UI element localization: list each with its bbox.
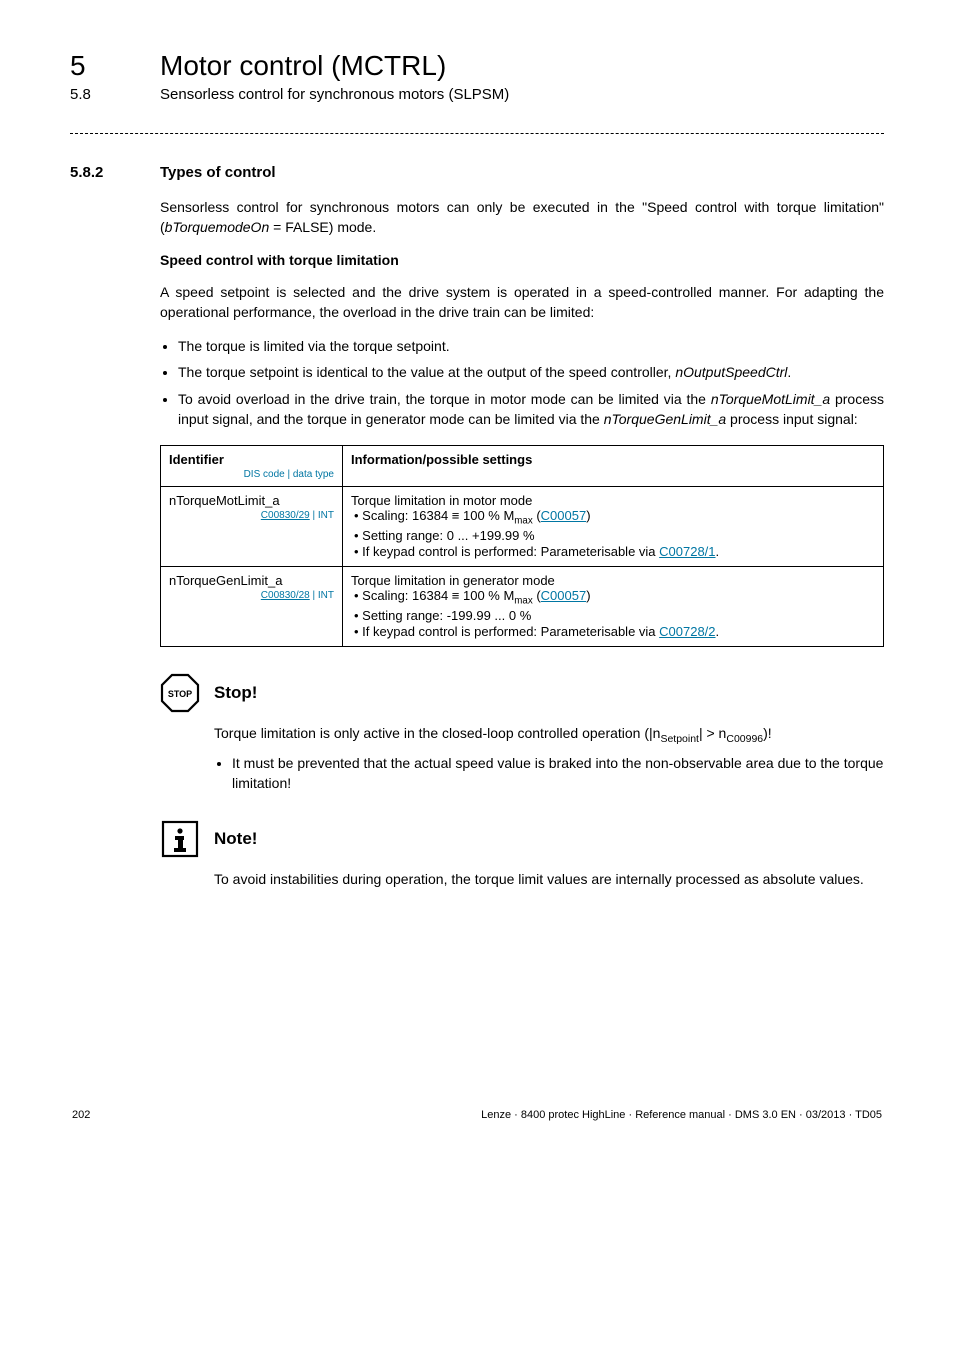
svg-text:STOP: STOP	[168, 689, 192, 699]
row1-id: nTorqueMotLimit_a	[169, 493, 280, 508]
r1l4a: If keypad control is performed: Paramete…	[362, 544, 659, 559]
row2-id: nTorqueGenLimit_a	[169, 573, 282, 588]
page-footer: 202 Lenze · 8400 protec HighLine · Refer…	[70, 1109, 884, 1121]
row1-l1: Torque limitation in motor mode	[351, 493, 875, 508]
stop-li1: It must be prevented that the actual spe…	[232, 753, 884, 794]
b3-a: To avoid overload in the drive train, th…	[178, 391, 711, 407]
note-title: Note!	[214, 829, 257, 849]
intro-italic: bTorquemodeOn	[165, 219, 270, 235]
stop-paragraph: Torque limitation is only active in the …	[214, 723, 884, 747]
r2l2a: Scaling: 16384 ≡ 100 % M	[362, 588, 514, 603]
b3-c: process input signal:	[726, 411, 858, 427]
sp-sub2: C00996	[726, 732, 763, 744]
row1-code-line: C00830/29 | INT	[169, 510, 334, 521]
r2-l4-link[interactable]: C00728/2	[659, 624, 715, 639]
subsection-title: Sensorless control for synchronous motor…	[160, 86, 509, 103]
bullet-1: The torque is limited via the torque set…	[178, 336, 884, 356]
r1-l2-link[interactable]: C00057	[541, 508, 587, 523]
b2-i: nOutputSpeedCtrl	[675, 364, 787, 380]
bullet-2: The torque setpoint is identical to the …	[178, 362, 884, 382]
note-callout: Note! To avoid instabilities during oper…	[160, 819, 884, 889]
footer-right: Lenze · 8400 protec HighLine · Reference…	[481, 1109, 882, 1121]
r1l2c: )	[586, 508, 590, 523]
stop-title: Stop!	[214, 683, 257, 703]
section-number: 5.8.2	[70, 164, 160, 181]
sp-c: )!	[763, 725, 772, 741]
th-dis-tag: DIS code | data type	[169, 469, 334, 480]
r1l2sub: max	[514, 516, 532, 527]
note-paragraph: To avoid instabilities during operation,…	[214, 869, 884, 889]
row2-l1: Torque limitation in generator mode	[351, 573, 875, 588]
row2-l2: Scaling: 16384 ≡ 100 % Mmax (C00057)	[351, 588, 875, 607]
row1-dtype: | INT	[310, 510, 334, 521]
row1-code-link[interactable]: C00830/29	[261, 510, 310, 521]
cell-info: Torque limitation in motor mode Scaling:…	[343, 487, 884, 567]
stop-icon: STOP	[160, 673, 200, 713]
row2-l3: Setting range: -199.99 ... 0 %	[351, 608, 875, 623]
subheading: Speed control with torque limitation	[160, 252, 884, 268]
stop-list: It must be prevented that the actual spe…	[214, 753, 884, 794]
r1l2b: (	[533, 508, 541, 523]
cell-identifier: nTorqueGenLimit_a C00830/28 | INT	[161, 566, 343, 646]
cell-identifier: nTorqueMotLimit_a C00830/29 | INT	[161, 487, 343, 567]
r1l2a: Scaling: 16384 ≡ 100 % M	[362, 508, 514, 523]
b3-i2: nTorqueGenLimit_a	[604, 411, 726, 427]
table-header-row: Identifier DIS code | data type Informat…	[161, 446, 884, 487]
row2-l4: If keypad control is performed: Paramete…	[351, 624, 875, 639]
chapter-number: 5	[70, 50, 160, 82]
th-identifier-label: Identifier	[169, 452, 224, 467]
r2l2b: (	[533, 588, 541, 603]
sp-sub1: Setpoint	[660, 732, 699, 744]
page-number: 202	[72, 1109, 90, 1121]
row2-dtype: | INT	[310, 590, 334, 601]
r2l2c: )	[586, 588, 590, 603]
bullet-3: To avoid overload in the drive train, th…	[178, 389, 884, 430]
row2-code-line: C00830/28 | INT	[169, 590, 334, 601]
r2l4a: If keypad control is performed: Paramete…	[362, 624, 659, 639]
r2l4b: .	[716, 624, 720, 639]
r2l2sub: max	[514, 596, 532, 607]
r1-l4-link[interactable]: C00728/1	[659, 544, 715, 559]
r2-l2-link[interactable]: C00057	[541, 588, 587, 603]
b3-i1: nTorqueMotLimit_a	[711, 391, 830, 407]
th-identifier: Identifier DIS code | data type	[161, 446, 343, 487]
table-row: nTorqueGenLimit_a C00830/28 | INT Torque…	[161, 566, 884, 646]
b2-a: The torque setpoint is identical to the …	[178, 364, 675, 380]
identifier-table: Identifier DIS code | data type Informat…	[160, 445, 884, 646]
section-title: Types of control	[160, 164, 276, 181]
r1l4b: .	[716, 544, 720, 559]
row1-l4: If keypad control is performed: Paramete…	[351, 544, 875, 559]
para-speed-setpoint: A speed setpoint is selected and the dri…	[160, 282, 884, 323]
intro-paragraph: Sensorless control for synchronous motor…	[160, 197, 884, 238]
th-info: Information/possible settings	[343, 446, 884, 487]
bullet-list: The torque is limited via the torque set…	[160, 336, 884, 429]
stop-callout: STOP Stop! Torque limitation is only act…	[160, 673, 884, 794]
sp-b: | > n	[699, 725, 726, 741]
sp-a: Torque limitation is only active in the …	[214, 725, 660, 741]
b2-b: .	[787, 364, 791, 380]
chapter-title: Motor control (MCTRL)	[160, 50, 446, 82]
subsection-number: 5.8	[70, 86, 160, 103]
table-row: nTorqueMotLimit_a C00830/29 | INT Torque…	[161, 487, 884, 567]
divider-dashed	[70, 133, 884, 134]
row1-l3: Setting range: 0 ... +199.99 %	[351, 528, 875, 543]
row2-code-link[interactable]: C00830/28	[261, 590, 310, 601]
cell-info: Torque limitation in generator mode Scal…	[343, 566, 884, 646]
row1-l2: Scaling: 16384 ≡ 100 % Mmax (C00057)	[351, 508, 875, 527]
intro-text-b: = FALSE) mode.	[269, 219, 376, 235]
info-icon	[160, 819, 200, 859]
